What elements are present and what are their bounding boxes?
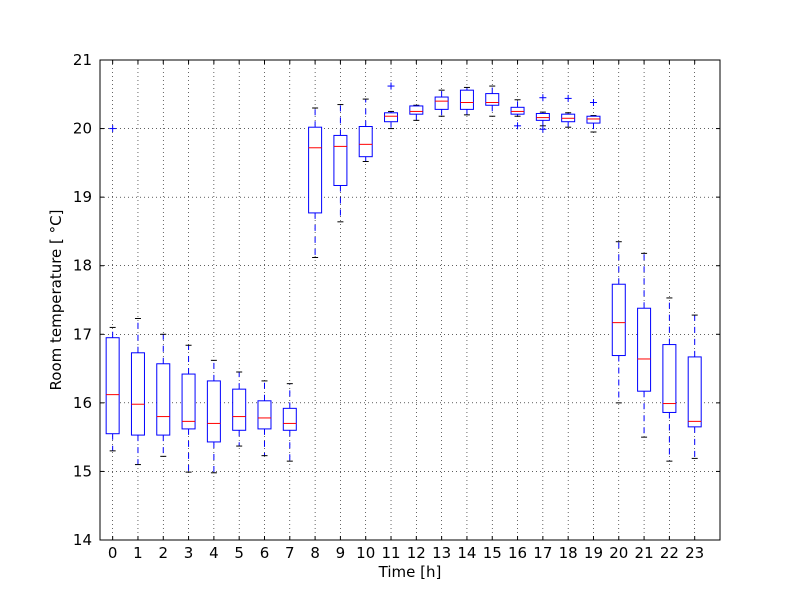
y-tick-label: 20: [73, 120, 92, 138]
x-tick-label: 12: [407, 544, 426, 562]
box-iqr: [687, 356, 702, 428]
box-hour-15: [485, 85, 500, 117]
box-hour-10: [358, 98, 373, 162]
box-hour-3: [181, 344, 196, 473]
box-hour-7: [282, 383, 297, 462]
box-iqr: [409, 105, 424, 115]
plot-frame: [99, 59, 721, 541]
box-hour-8: [308, 107, 323, 258]
flier-marker: [564, 94, 572, 102]
box-hour-19: [586, 99, 601, 133]
box-hour-14: [459, 86, 474, 116]
box-iqr: [611, 283, 626, 357]
y-tick-label: 14: [73, 531, 92, 549]
x-tick-label: 10: [356, 544, 375, 562]
box-iqr: [434, 96, 449, 110]
box-iqr: [130, 352, 145, 436]
box-hour-18: [561, 94, 576, 128]
box-series: [105, 82, 702, 474]
box-iqr: [181, 373, 196, 430]
box-iqr: [257, 400, 272, 430]
x-tick-label: 15: [483, 544, 502, 562]
box-hour-1: [130, 318, 145, 466]
x-tick-label: 1: [133, 544, 143, 562]
x-tick-label: 22: [660, 544, 679, 562]
x-tick-label: 19: [584, 544, 603, 562]
box-iqr: [510, 106, 525, 115]
box-iqr: [156, 363, 171, 436]
box-hour-6: [257, 380, 272, 457]
box-hour-0: [105, 125, 120, 452]
box-iqr: [282, 407, 297, 431]
x-tick-label: 5: [234, 544, 244, 562]
box-iqr: [384, 112, 399, 123]
x-tick-label: 21: [635, 544, 654, 562]
flier-marker: [539, 94, 547, 102]
box-iqr: [535, 112, 550, 121]
y-tick-label: 21: [73, 51, 92, 69]
x-axis-label: Time [h]: [378, 563, 442, 581]
flier-marker: [514, 122, 522, 130]
x-tick-label: 14: [457, 544, 476, 562]
box-iqr: [308, 126, 323, 214]
box-hour-22: [662, 297, 677, 462]
x-tick-label: 9: [336, 544, 346, 562]
x-tick-label: 2: [158, 544, 168, 562]
y-tick-label: 15: [73, 462, 92, 480]
flier-marker: [387, 82, 395, 90]
x-tick-label: 17: [533, 544, 552, 562]
box-iqr: [485, 93, 500, 106]
box-hour-13: [434, 89, 449, 117]
x-tick-label: 8: [310, 544, 320, 562]
box-hour-9: [333, 104, 348, 223]
flier-marker: [589, 99, 597, 107]
box-iqr: [206, 380, 221, 443]
y-tick-label: 17: [73, 325, 92, 343]
box-iqr: [662, 344, 677, 413]
box-hour-16: [510, 99, 525, 130]
y-tick-label: 18: [73, 257, 92, 275]
y-tick-label: 19: [73, 188, 92, 206]
box-iqr: [358, 126, 373, 158]
box-hour-17: [535, 94, 550, 133]
flier-marker: [109, 125, 117, 133]
box-iqr: [637, 307, 652, 392]
y-axis-label: Room temperature [ °C]: [47, 210, 65, 391]
x-tick-label: 13: [432, 544, 451, 562]
y-tick-label: 16: [73, 394, 92, 412]
x-tick-label: 0: [108, 544, 118, 562]
x-tick-label: 23: [685, 544, 704, 562]
box-hour-11: [384, 82, 399, 130]
box-hour-20: [611, 241, 626, 404]
box-iqr: [333, 134, 348, 186]
x-tick-label: 18: [559, 544, 578, 562]
box-hour-4: [206, 359, 221, 474]
box-iqr: [105, 337, 120, 435]
box-hour-2: [156, 333, 171, 457]
x-tick-label: 3: [184, 544, 194, 562]
x-tick-label: 11: [381, 544, 400, 562]
box-hour-21: [637, 252, 652, 438]
box-hour-23: [687, 314, 702, 459]
box-hour-12: [409, 104, 424, 121]
x-tick-label: 16: [508, 544, 527, 562]
flier-marker: [539, 125, 547, 133]
x-tick-label: 4: [209, 544, 219, 562]
x-tick-label: 6: [260, 544, 270, 562]
x-tick-label: 7: [285, 544, 295, 562]
box-hour-5: [232, 371, 247, 447]
box-iqr: [586, 115, 601, 124]
box-iqr: [232, 388, 247, 431]
box-iqr: [459, 89, 474, 110]
x-tick-label: 20: [609, 544, 628, 562]
